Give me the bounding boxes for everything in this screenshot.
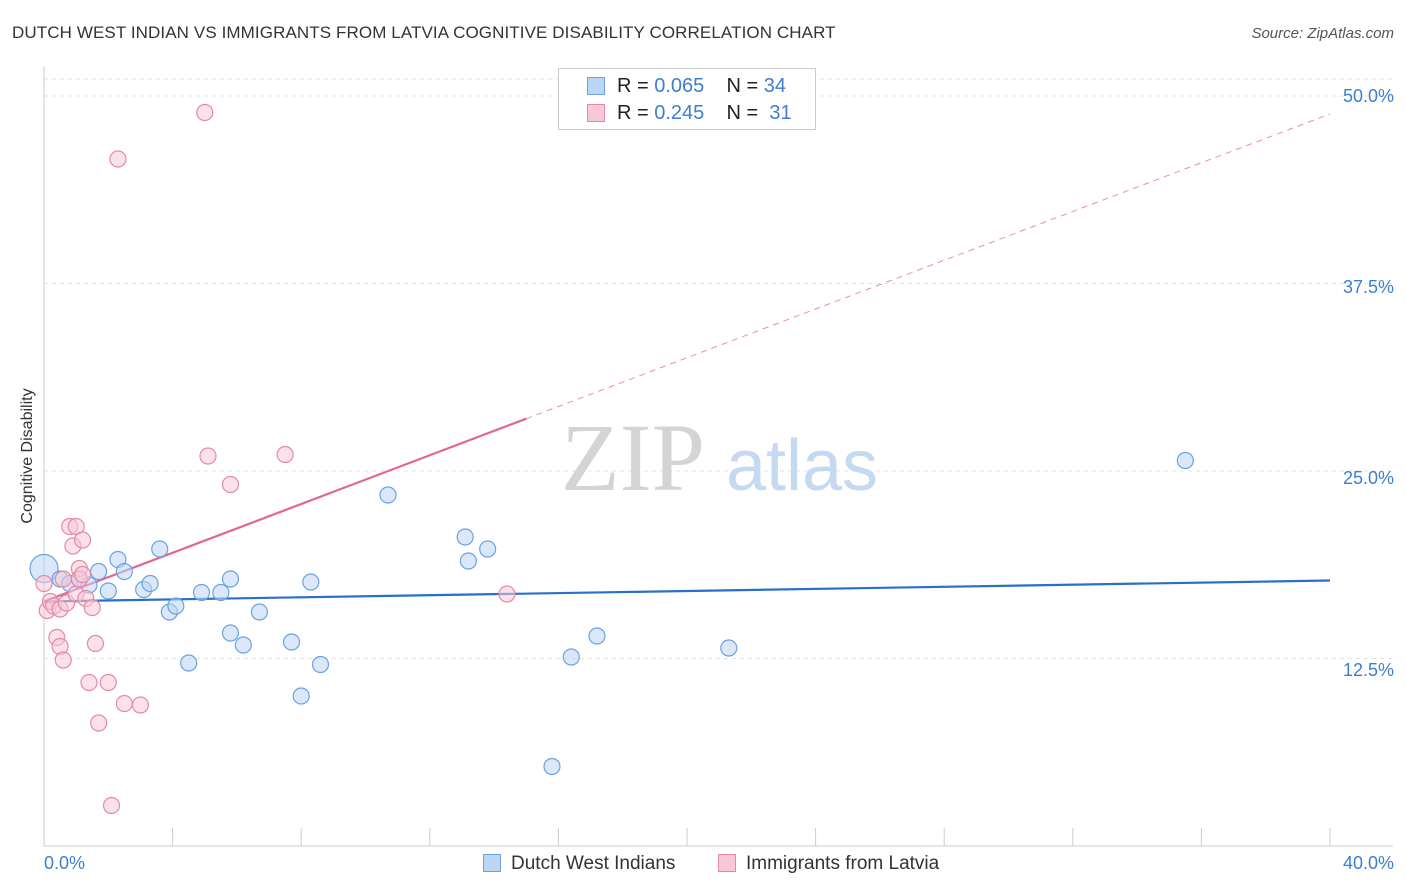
data-point-series-0 [588,627,606,645]
data-point-series-1 [199,447,217,465]
watermark-atlas: atlas [726,426,878,506]
stats-legend: R = 0.065 N = 34 R = 0.245 N = 31 [558,68,816,130]
legend-n-label: N = [726,75,759,97]
legend-row-dutch-west-indians: R = 0.065 N = 34 [617,75,786,98]
bottom-legend-label: Immigrants from Latvia [746,853,940,874]
data-point-series-1 [221,475,240,494]
y-tick-label-12-5: 12.5% [1342,660,1394,680]
data-point-series-1 [73,531,92,549]
watermark-zip: ZIP [561,404,705,511]
data-point-series-0 [212,583,230,602]
data-point-series-1 [115,694,133,713]
data-point-series-1 [131,696,150,714]
data-point-series-1 [498,585,516,603]
data-point-series-1 [276,445,294,464]
data-point-series-0 [99,582,117,600]
data-point-series-1 [35,574,53,593]
legend-swatch-immigrants-from-latvia [587,104,605,122]
data-point-series-1 [102,796,121,815]
bottom-legend-swatch-pink [718,854,736,872]
data-point-series-0 [379,486,397,504]
data-point-series-0 [459,552,477,570]
data-point-series-0 [456,528,474,546]
data-point-series-0 [234,636,252,654]
data-point-series-0 [311,655,330,674]
data-point-series-1 [109,150,127,168]
legend-n-value: 34 [763,75,787,97]
y-tick-label-25: 25.0% [1342,468,1394,488]
data-point-series-0 [250,603,269,621]
y-tick-label-37-5: 37.5% [1342,277,1394,297]
legend-row-immigrants-from-latvia: R = 0.245 N = 31 [617,102,792,125]
data-point-series-0 [221,624,240,642]
data-point-series-1 [83,598,101,617]
bottom-legend-label: Dutch West Indians [511,853,676,874]
data-point-series-0 [90,562,108,581]
data-point-series-0 [302,573,320,591]
data-point-series-0 [192,583,211,602]
data-point-series-0 [292,687,310,705]
data-point-series-0 [151,540,169,558]
chart-source: Source: ZipAtlas.com [1251,25,1394,42]
data-point-series-0 [562,648,580,666]
data-point-series-1 [90,714,108,732]
data-point-series-1 [73,565,92,584]
trend-line-0 [43,579,1331,603]
data-point-series-0 [115,562,133,581]
x-axis-min-label: 0.0% [44,853,86,873]
legend-r-value: 0.065 [654,75,705,97]
bottom-legend-immigrants-from-latvia: Immigrants from Latvia [718,853,939,875]
data-point-series-1 [99,673,117,692]
legend-n-label: N = [726,102,759,124]
legend-r-label: R = [617,75,649,97]
data-point-series-1 [196,103,214,122]
data-point-series-0 [1176,451,1194,470]
data-point-series-0 [180,654,198,672]
x-axis-max-label: 40.0% [1342,853,1394,873]
y-tick-label-50: 50.0% [1342,86,1394,106]
data-point-series-1 [86,634,105,653]
legend-r-value: 0.245 [654,102,705,124]
bottom-legend-dutch-west-indians: Dutch West Indians [483,853,675,875]
data-point-series-0 [167,597,185,615]
data-point-series-1 [80,673,98,692]
data-point-series-0 [720,639,738,657]
legend-swatch-dutch-west-indians [587,77,605,95]
legend-n-value: 31 [769,102,792,124]
trend-line-extension-1 [526,113,1331,420]
data-point-series-0 [221,570,240,588]
data-point-series-1 [54,570,72,588]
data-point-series-1 [54,651,72,669]
bottom-legend-swatch-blue [483,854,501,872]
legend-r-label: R = [617,102,649,124]
data-point-series-0 [141,574,159,593]
data-point-series-0 [543,757,561,776]
chart-title: DUTCH WEST INDIAN VS IMMIGRANTS FROM LAT… [12,23,836,42]
data-point-series-0 [282,633,301,651]
data-point-series-0 [479,540,497,558]
